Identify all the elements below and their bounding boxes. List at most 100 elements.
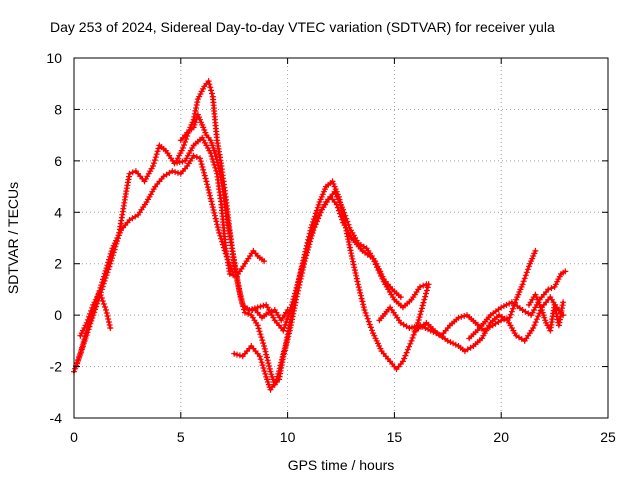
data-point <box>262 344 266 348</box>
data-point <box>418 285 422 289</box>
data-point <box>241 355 244 358</box>
data-point <box>290 303 294 307</box>
data-point <box>499 306 503 309</box>
data-point <box>401 306 405 309</box>
data-point <box>531 326 535 330</box>
data-point <box>514 334 518 338</box>
data-point <box>435 331 439 335</box>
data-point <box>549 329 552 332</box>
data-point <box>134 169 138 173</box>
data-point <box>269 388 272 392</box>
data-point <box>85 321 89 325</box>
data-point <box>209 151 212 155</box>
data-point <box>564 270 567 273</box>
data-point <box>196 97 200 101</box>
x-axis-label: GPS time / hours <box>288 457 395 473</box>
x-tick-label: 5 <box>177 429 185 445</box>
data-point <box>256 324 260 327</box>
data-point <box>553 303 556 307</box>
data-point <box>117 234 121 237</box>
data-point <box>318 200 321 204</box>
data-point <box>529 313 533 317</box>
data-point <box>427 283 430 286</box>
data-point <box>264 303 268 307</box>
data-point <box>104 308 108 312</box>
data-point <box>128 218 131 222</box>
data-point <box>534 293 537 296</box>
data-point <box>162 175 165 178</box>
data-point <box>203 85 206 88</box>
data-point <box>299 272 302 276</box>
data-point <box>247 308 251 312</box>
data-point <box>220 203 223 206</box>
data-point <box>527 303 531 307</box>
data-point <box>258 355 262 358</box>
data-point <box>207 79 210 83</box>
data-point <box>275 378 279 381</box>
x-tick-label: 20 <box>493 429 509 445</box>
data-point <box>514 298 518 302</box>
data-point <box>399 295 403 299</box>
x-tick-label: 15 <box>387 429 403 445</box>
data-point <box>467 337 471 340</box>
data-point <box>98 290 101 294</box>
data-point <box>226 221 230 224</box>
data-point <box>408 326 411 330</box>
data-point <box>333 190 336 193</box>
data-point <box>331 180 334 183</box>
data-point <box>324 185 328 188</box>
data-point <box>211 95 215 98</box>
data-point <box>200 136 204 139</box>
satellite-track-6 <box>246 188 404 334</box>
data-point <box>183 159 187 163</box>
data-point <box>145 200 148 204</box>
y-tick-label: 8 <box>54 101 62 117</box>
data-point <box>540 308 544 312</box>
data-point <box>527 265 531 268</box>
data-point <box>553 285 556 289</box>
data-point <box>410 339 413 343</box>
data-point <box>228 272 232 276</box>
data-point <box>382 277 386 281</box>
data-point <box>395 367 398 371</box>
data-point <box>388 360 392 363</box>
data-point <box>401 360 405 363</box>
satellite-track-2 <box>73 134 268 370</box>
data-point <box>478 326 482 330</box>
data-point <box>324 200 328 204</box>
x-tick-label: 25 <box>600 429 616 445</box>
data-point <box>472 344 475 348</box>
data-point <box>480 337 484 340</box>
data-point <box>222 190 225 193</box>
data-point <box>446 339 450 343</box>
data-point <box>365 247 368 250</box>
data-point <box>256 254 260 258</box>
data-point <box>213 118 217 121</box>
data-point <box>423 298 426 302</box>
data-point <box>335 203 339 206</box>
data-point <box>250 313 253 317</box>
series-line <box>232 180 430 391</box>
data-point <box>410 298 413 302</box>
data-point <box>282 329 285 332</box>
data-point <box>264 375 268 379</box>
data-point <box>250 344 253 348</box>
data-point <box>83 339 86 343</box>
data-point <box>561 301 565 304</box>
data-point <box>252 249 255 253</box>
data-point <box>224 247 227 250</box>
data-point <box>284 344 287 348</box>
data-point <box>508 316 512 320</box>
data-point <box>213 151 217 155</box>
data-point <box>239 295 242 299</box>
data-point <box>307 239 311 242</box>
data-point <box>497 313 501 317</box>
y-tick-label: -4 <box>50 410 63 426</box>
x-tick-label: 10 <box>280 429 296 445</box>
data-point <box>380 349 383 353</box>
data-point <box>489 313 492 317</box>
data-point <box>192 144 195 147</box>
axis-ticks: 0 5 10 15 20 25 -4 -2 0 2 4 6 8 10 <box>46 50 616 445</box>
grid <box>74 58 608 418</box>
